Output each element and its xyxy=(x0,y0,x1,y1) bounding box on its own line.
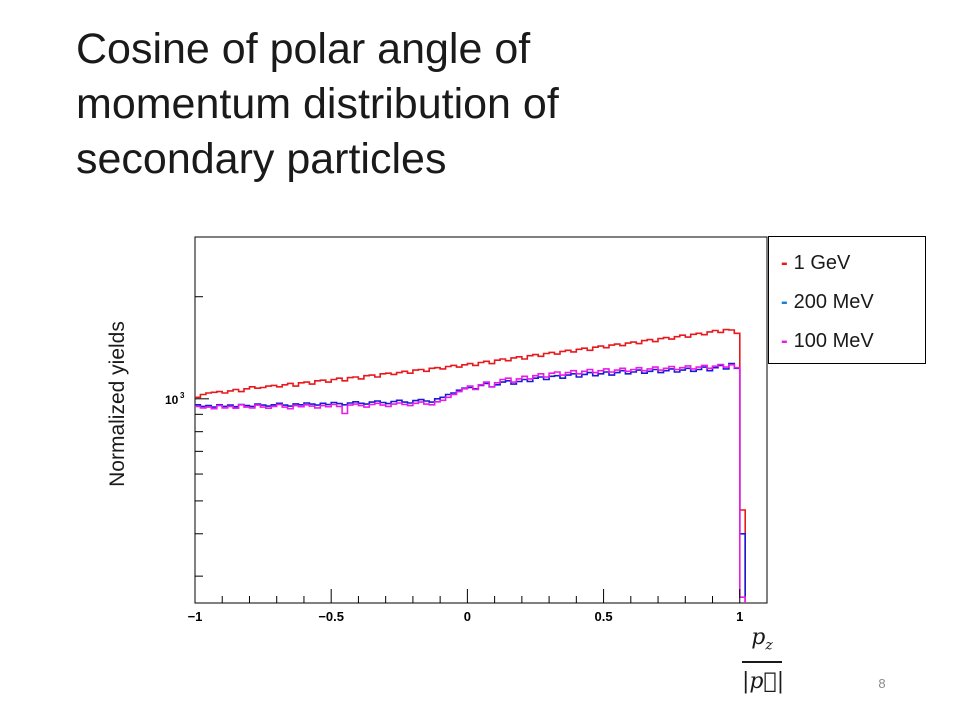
x-tick-label: 0.5 xyxy=(595,609,613,624)
legend: -1 GeV -200 MeV -100 MeV xyxy=(768,236,926,364)
y-axis-label: Normalized yields xyxy=(106,321,129,487)
legend-marker-200-mev: - xyxy=(781,291,788,313)
plot-frame xyxy=(194,236,768,604)
x-tick-label: −1 xyxy=(188,609,203,624)
fraction-bar xyxy=(742,661,782,664)
legend-marker-1-gev: - xyxy=(781,252,788,274)
x-tick-label: −0.5 xyxy=(318,609,344,624)
legend-entry: -1 GeV xyxy=(781,248,925,287)
slide-title: Cosine of polar angle of momentum distri… xyxy=(76,22,796,187)
series-line-100-mev xyxy=(195,363,746,603)
x-tick-label: 1 xyxy=(736,609,743,624)
legend-label: 1 GeV xyxy=(793,252,851,274)
legend-label: 200 MeV xyxy=(793,291,874,313)
x-tick-label: 0 xyxy=(464,609,471,624)
x-axis-label-denominator: |p⃗| xyxy=(742,669,785,695)
x-axis-label-numerator: pz xyxy=(751,625,773,654)
slide-title-line: momentum distribution of xyxy=(76,80,559,128)
x-axis-label: pz |p⃗| xyxy=(742,624,785,697)
page-number: 8 xyxy=(878,676,886,691)
legend-marker-100-mev: - xyxy=(781,330,788,352)
slide-title-line: secondary particles xyxy=(76,135,447,183)
series-line-1-gev xyxy=(195,328,746,603)
legend-label: 100 MeV xyxy=(793,330,874,352)
slide-title-line: Cosine of polar angle of xyxy=(76,25,531,73)
y-tick-label-exponent: 3 xyxy=(180,391,185,400)
legend-entry: -100 MeV xyxy=(781,326,925,365)
legend-entry: -200 MeV xyxy=(781,287,925,326)
y-tick-label: 10 xyxy=(165,393,179,407)
